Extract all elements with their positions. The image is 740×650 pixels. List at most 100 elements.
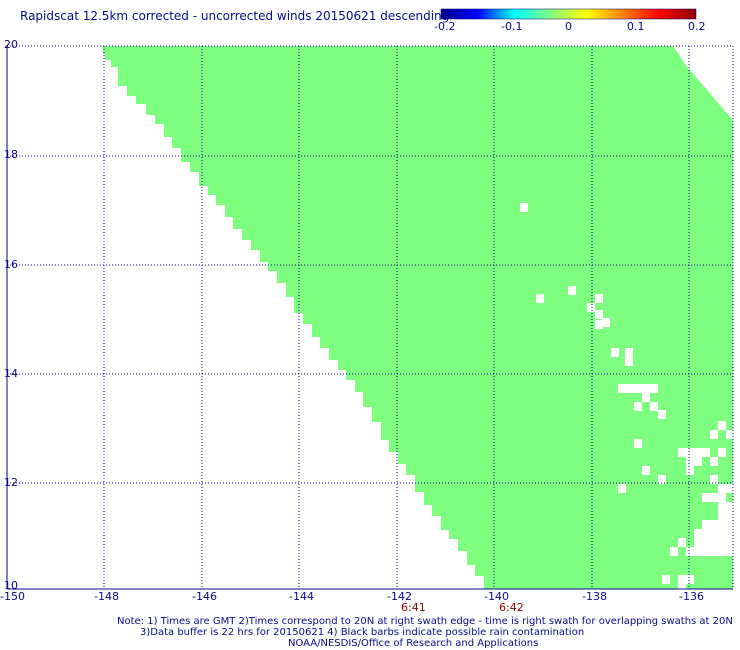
missing-cell (718, 547, 726, 556)
lat-label-14: 14 (4, 367, 18, 380)
swath-step (338, 360, 346, 370)
missing-cell (702, 493, 710, 502)
swath-step (381, 422, 389, 440)
swath-step (233, 217, 242, 229)
missing-cell (678, 538, 686, 547)
missing-cell (625, 357, 633, 366)
missing-cell (658, 410, 666, 419)
missing-cell (642, 393, 650, 402)
colorbar (440, 8, 697, 20)
missing-cell (618, 384, 626, 393)
missing-cell (642, 466, 650, 475)
swath-polygon (103, 46, 733, 589)
missing-cell (694, 457, 702, 466)
missing-cell (718, 493, 726, 502)
note-line-1: Note: 1) Times are GMT 2)Times correspon… (117, 616, 733, 627)
missing-cell (595, 320, 603, 329)
time-label-642: 6:42 (499, 601, 524, 614)
missing-cell (726, 520, 734, 529)
swath-step (320, 337, 329, 348)
swath-step (415, 475, 424, 492)
missing-cell (536, 294, 544, 303)
swath-step (312, 324, 320, 337)
lon-label-142: -142 (387, 590, 412, 603)
swath-step (398, 452, 406, 464)
lat-label-12: 12 (4, 476, 18, 489)
missing-cell (718, 511, 726, 520)
missing-cell (611, 348, 619, 357)
swath-fill (103, 46, 733, 589)
missing-cell (686, 575, 694, 584)
missing-cell (618, 484, 626, 493)
colorbar-label-zero: 0 (565, 20, 572, 33)
swath-step (146, 104, 155, 115)
missing-cell (694, 547, 702, 556)
missing-cell (702, 538, 710, 547)
colorbar-label-02: 0.2 (688, 20, 706, 33)
missing-cell (686, 466, 694, 475)
missing-cell (694, 538, 702, 547)
colorbar-label-01: 0.1 (627, 20, 645, 33)
missing-cell (602, 318, 610, 327)
lon-label-136: -136 (679, 590, 704, 603)
missing-cell (718, 520, 726, 529)
missing-cell (670, 547, 678, 556)
missing-cell (710, 520, 718, 529)
missing-cell (694, 448, 702, 457)
swath-step (406, 464, 415, 475)
lat-label-18: 18 (4, 148, 18, 161)
lat-label-16: 16 (4, 258, 18, 271)
missing-cell (710, 493, 718, 502)
missing-cell (710, 430, 718, 439)
missing-cell (658, 475, 666, 484)
swath-step (372, 407, 381, 422)
missing-cell (626, 384, 634, 393)
missing-cell (726, 484, 734, 493)
swath-step (216, 195, 225, 205)
missing-cell (710, 547, 718, 556)
missing-cell (650, 402, 658, 411)
lon-label-146: -146 (192, 590, 217, 603)
colorbar-label-neg01: -0.1 (501, 20, 523, 33)
time-label-641: 6:41 (401, 601, 426, 614)
missing-cell (650, 384, 658, 393)
missing-cell (710, 529, 718, 538)
swath-step (303, 313, 312, 324)
lon-label-150: -150 (0, 590, 25, 603)
swath-step (475, 565, 484, 576)
missing-cell (718, 538, 726, 547)
swath-step (225, 205, 233, 217)
missing-cell (634, 384, 642, 393)
lon-label-148: -148 (94, 590, 119, 603)
missing-cell (726, 538, 734, 547)
swath-step (172, 137, 181, 148)
missing-cell (702, 547, 710, 556)
lon-label-144: -144 (289, 590, 314, 603)
swath-step (467, 551, 475, 565)
swath-step (424, 492, 432, 505)
colorbar-gradient (440, 8, 697, 20)
missing-cell (595, 294, 603, 303)
lat-label-20: 20 (4, 38, 18, 51)
missing-cell (718, 448, 726, 457)
swath-step (355, 380, 363, 392)
swath-step (458, 539, 467, 551)
lon-label-138: -138 (582, 590, 607, 603)
swath-step (242, 229, 251, 240)
missing-cell (718, 421, 726, 430)
missing-cell (702, 448, 710, 457)
missing-cell (568, 286, 576, 295)
missing-cell (625, 348, 633, 357)
missing-cell (710, 457, 718, 466)
colorbar-label-neg02: -0.2 (434, 20, 456, 33)
swath-step (268, 262, 277, 271)
missing-cell (686, 547, 694, 556)
swath-step (449, 530, 458, 539)
note-line-3: NOAA/NESDIS/Office of Research and Appli… (288, 638, 539, 649)
missing-cell (702, 529, 710, 538)
missing-cell (662, 575, 670, 584)
swath-step (190, 162, 199, 172)
swath-step (346, 370, 355, 380)
note-line-2: 3)Data buffer is 22 hrs for 20150621 4) … (140, 627, 585, 638)
